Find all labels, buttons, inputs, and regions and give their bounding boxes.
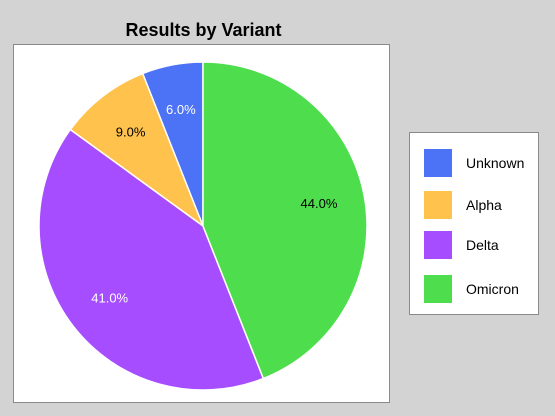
legend-swatch-unknown — [424, 149, 452, 177]
pie-slice-alpha — [69, 72, 205, 229]
slice-label-alpha: 9.0% — [116, 125, 146, 140]
legend-item-omicron: Omicron — [424, 275, 534, 303]
legend-swatch-delta — [424, 231, 452, 259]
legend-swatch-alpha — [424, 191, 452, 219]
legend: Unknown Alpha Delta Omicron — [409, 132, 539, 315]
pie-slice-omicron — [202, 61, 368, 380]
plot-panel: 6.0% 9.0% 41.0% 44.0% — [13, 44, 390, 403]
legend-item-delta: Delta — [424, 231, 534, 259]
legend-label-omicron: Omicron — [466, 281, 519, 297]
legend-label-delta: Delta — [466, 237, 499, 253]
legend-item-alpha: Alpha — [424, 191, 534, 219]
legend-label-alpha: Alpha — [466, 197, 502, 213]
legend-label-unknown: Unknown — [466, 155, 525, 171]
slice-label-unknown: 6.0% — [166, 102, 196, 117]
legend-swatch-omicron — [424, 275, 452, 303]
slice-label-delta: 41.0% — [91, 290, 128, 305]
pie-chart: 6.0% 9.0% 41.0% 44.0% — [38, 61, 368, 391]
chart-title: Results by Variant — [125, 20, 282, 40]
legend-item-unknown: Unknown — [424, 149, 534, 177]
pie-slice-delta — [38, 128, 265, 391]
slice-label-omicron: 44.0% — [301, 196, 338, 211]
